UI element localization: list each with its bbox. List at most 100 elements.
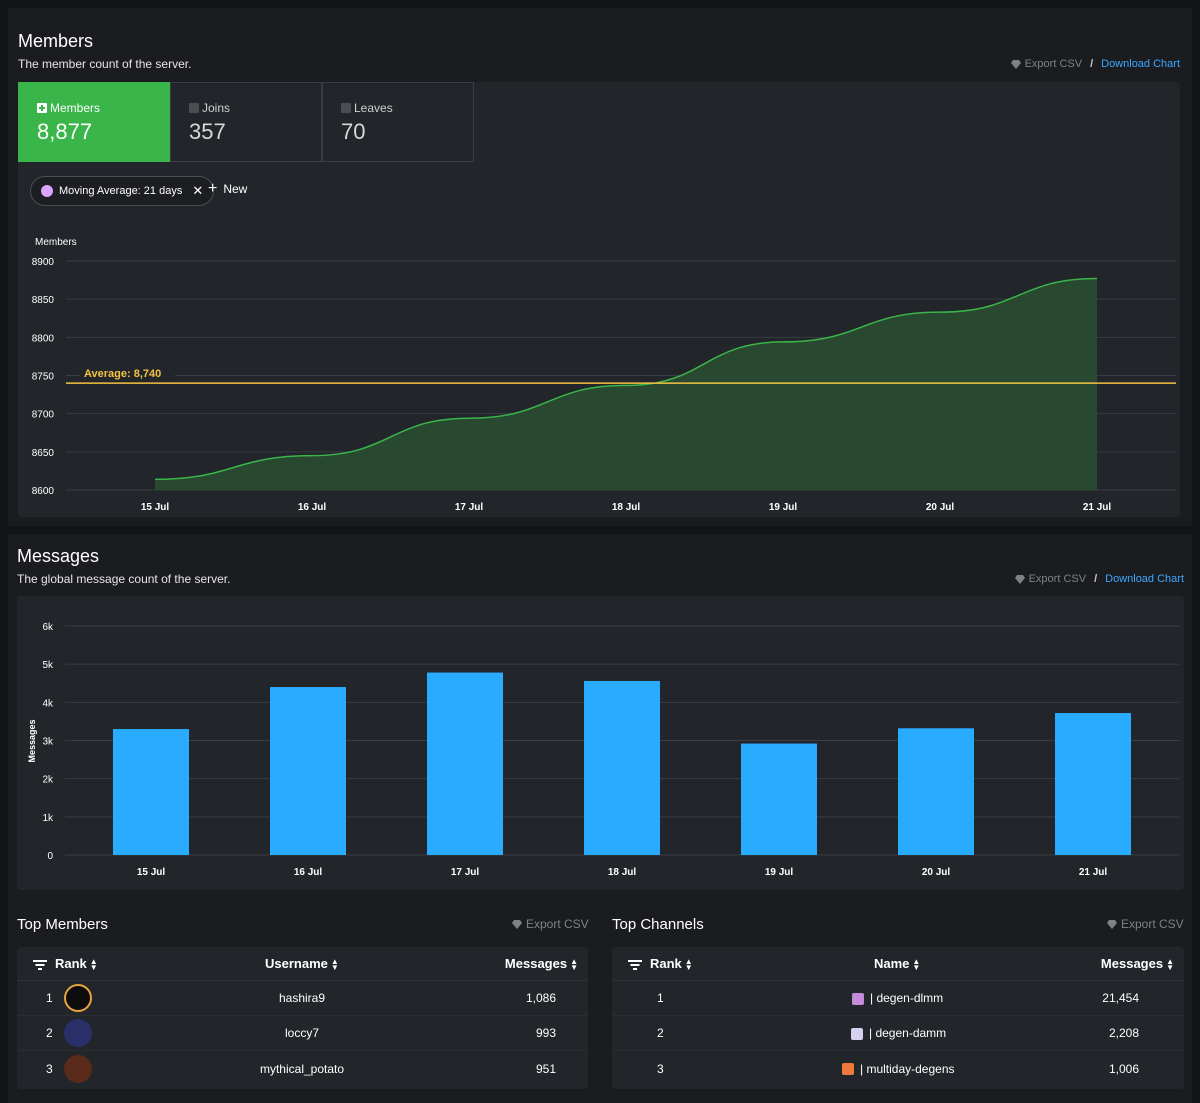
bar[interactable]	[898, 728, 974, 855]
separator: /	[1094, 573, 1098, 585]
moving-average-pill[interactable]: Moving Average: 21 days ✕	[30, 176, 215, 206]
rank-cell: 1	[46, 991, 53, 1005]
top-members-table: Rank ▲ ▼ Username ▲ ▼ Messages ▲ ▼ 1 hashira9 …	[17, 947, 588, 1089]
y-tick-label: 8650	[32, 448, 55, 459]
members-series-line	[154, 277, 1098, 481]
table-row[interactable]: 1 hashira9 1,086	[17, 981, 588, 1016]
messages-download-chart[interactable]: Download Chart	[1105, 573, 1184, 585]
stat-leaves[interactable]: Leaves 70	[322, 82, 474, 162]
stat-tabs: Members 8,877 Joins 357 Leaves 70	[18, 82, 474, 162]
x-tick-label: 16 Jul	[298, 502, 327, 513]
stat-label: Members	[50, 101, 101, 115]
table-row[interactable]: 2 loccy7 993	[17, 1016, 588, 1051]
rank-cell: 3	[46, 1061, 53, 1076]
sort-icon[interactable]: ▲ ▼	[912, 956, 921, 972]
stat-value: 8,877	[37, 119, 93, 144]
bar[interactable]	[113, 729, 189, 855]
x-tick-label: 16 Jul	[294, 867, 323, 878]
username-header[interactable]: Username ▲ ▼	[265, 956, 339, 972]
messages-cell: 21,454	[1102, 991, 1139, 1005]
members-card: Members The member count of the server. …	[8, 8, 1192, 526]
stat-label: Joins	[202, 101, 231, 115]
sort-icon[interactable]: ▲ ▼	[330, 956, 339, 972]
checkbox-icon[interactable]	[37, 103, 47, 113]
channel-emoji-icon	[852, 992, 864, 1005]
y-tick-label: 8800	[32, 333, 55, 344]
rank-cell: 3	[657, 1061, 664, 1076]
channel-name-cell: | multiday-degens	[842, 1062, 955, 1076]
plus-icon: +	[208, 180, 218, 197]
stat-label: Leaves	[354, 101, 393, 115]
y-tick-label: 8700	[32, 410, 55, 421]
messages-y-axis-label: Messages	[27, 719, 37, 762]
stat-joins[interactable]: Joins 357	[170, 82, 322, 162]
separator: /	[1090, 58, 1094, 70]
channel-name-cell: | degen-dlmm	[852, 991, 943, 1005]
bar[interactable]	[741, 743, 817, 855]
channel-emoji-icon	[851, 1027, 863, 1040]
members-export-csv[interactable]: Export CSV	[1024, 58, 1083, 70]
rank-cell: 2	[46, 1026, 53, 1040]
y-tick-label: 4k	[42, 698, 54, 709]
sort-icon[interactable]: ▲ ▼	[684, 956, 693, 972]
rank-header[interactable]: Rank ▲ ▼	[628, 956, 693, 971]
table-row[interactable]: 1 | degen-dlmm 21,454	[612, 981, 1184, 1016]
diamond-icon	[512, 919, 522, 929]
messages-header[interactable]: Messages ▲ ▼	[1100, 956, 1174, 972]
top-channels-export-csv[interactable]: Export CSV	[1121, 917, 1184, 931]
color-dot-icon	[41, 185, 53, 197]
sort-icon[interactable]: ▲ ▼	[89, 956, 98, 972]
average-label-bg	[80, 365, 175, 382]
messages-cell: 951	[535, 1061, 556, 1076]
rank-header[interactable]: Rank ▲ ▼	[33, 956, 98, 971]
x-tick-label: 19 Jul	[769, 502, 798, 513]
top-members-export-csv[interactable]: Export CSV	[526, 917, 589, 931]
members-y-axis-label: Members	[35, 237, 77, 248]
messages-header[interactable]: Messages ▲ ▼	[504, 956, 578, 972]
filter-icon[interactable]	[33, 959, 47, 970]
table-header: Rank ▲ ▼ Username ▲ ▼ Messages ▲ ▼	[17, 947, 588, 981]
x-tick-label: 15 Jul	[141, 502, 170, 513]
x-tick-label: 21 Jul	[1079, 867, 1108, 878]
top-channels-export[interactable]: Export CSV	[1107, 917, 1184, 931]
sort-icon[interactable]: ▲ ▼	[1166, 956, 1174, 972]
rank-cell: 2	[657, 1026, 664, 1040]
stat-value: 70	[341, 119, 366, 144]
new-button[interactable]: + New	[208, 180, 248, 197]
y-tick-label: 5k	[42, 660, 54, 671]
name-header[interactable]: Name ▲ ▼	[874, 956, 921, 972]
username-cell: loccy7	[284, 1026, 319, 1040]
bar[interactable]	[584, 680, 660, 855]
checkbox-icon[interactable]	[341, 103, 351, 113]
messages-title: Messages	[17, 546, 100, 566]
members-area-fill	[155, 278, 1097, 490]
channel-name-cell: | degen-damm	[851, 1026, 946, 1040]
stat-members[interactable]: Members 8,877	[18, 82, 170, 162]
x-tick-label: 19 Jul	[765, 867, 794, 878]
x-tick-label: 17 Jul	[451, 867, 480, 878]
messages-cell: 993	[535, 1026, 556, 1040]
close-icon[interactable]: ✕	[192, 183, 204, 198]
average-label: Average: 8,740	[84, 368, 161, 380]
y-tick-label: 2k	[42, 775, 54, 786]
diamond-icon	[1010, 59, 1021, 69]
members-download-chart[interactable]: Download Chart	[1101, 58, 1180, 70]
checkbox-icon[interactable]	[189, 103, 199, 113]
bar[interactable]	[427, 672, 503, 855]
table-row[interactable]: 2 | degen-damm 2,208	[612, 1016, 1184, 1051]
bar[interactable]	[1055, 713, 1131, 855]
top-members-export[interactable]: Export CSV	[512, 917, 589, 931]
username-cell: hashira9	[278, 991, 326, 1005]
y-tick-label: 1k	[42, 813, 54, 824]
sort-icon[interactable]: ▲ ▼	[570, 956, 578, 972]
avatar	[64, 1054, 92, 1083]
table-row[interactable]: 3 mythical_potato 951	[17, 1051, 588, 1086]
messages-export-csv[interactable]: Export CSV	[1028, 573, 1087, 585]
filter-icon[interactable]	[628, 959, 642, 970]
channel-emoji-icon	[842, 1063, 854, 1076]
x-tick-label: 18 Jul	[608, 867, 637, 878]
y-tick-label: 6k	[42, 622, 54, 633]
new-label: New	[223, 182, 248, 196]
bar[interactable]	[270, 687, 346, 855]
table-row[interactable]: 3 | multiday-degens 1,006	[612, 1051, 1184, 1086]
